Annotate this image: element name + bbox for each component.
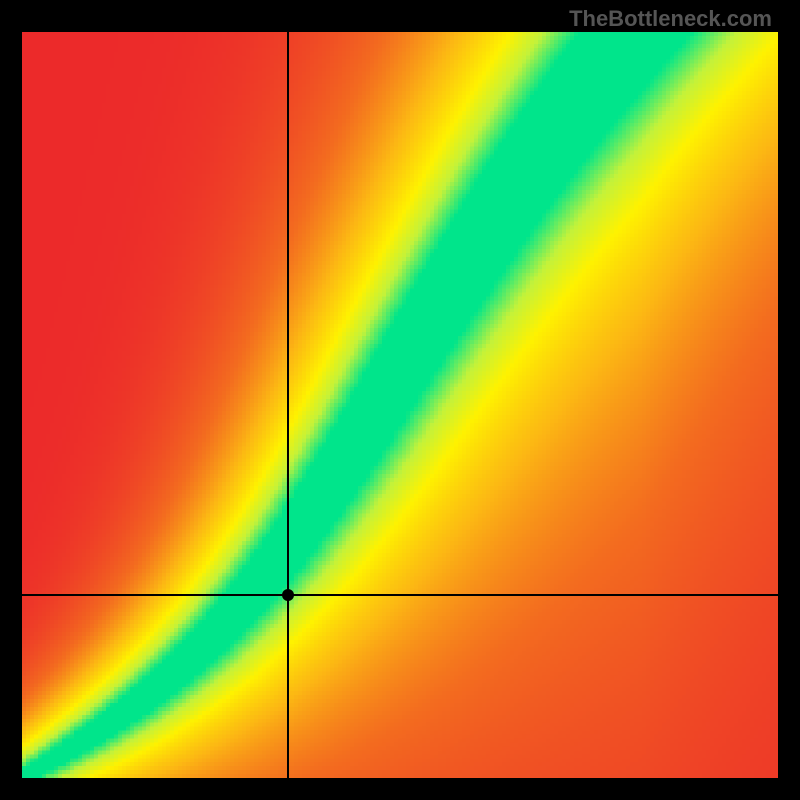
crosshair-vertical xyxy=(287,32,289,778)
crosshair-horizontal xyxy=(22,594,778,596)
selection-marker xyxy=(282,589,294,601)
watermark-text: TheBottleneck.com xyxy=(569,6,772,32)
bottleneck-heatmap xyxy=(22,32,778,778)
plot-area xyxy=(22,32,778,778)
